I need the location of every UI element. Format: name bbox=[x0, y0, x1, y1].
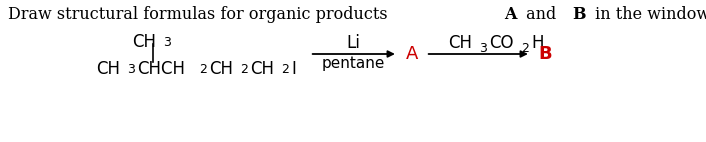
Text: 3: 3 bbox=[163, 36, 171, 49]
Text: CH: CH bbox=[132, 33, 156, 51]
Text: and: and bbox=[520, 6, 561, 23]
Text: A: A bbox=[505, 6, 517, 23]
Text: CH: CH bbox=[251, 60, 275, 78]
Text: Li: Li bbox=[347, 34, 361, 52]
Text: 2: 2 bbox=[199, 63, 207, 76]
Text: B: B bbox=[573, 6, 586, 23]
Text: in the window below.: in the window below. bbox=[590, 6, 706, 23]
Text: Draw structural formulas for organic products: Draw structural formulas for organic pro… bbox=[8, 6, 393, 23]
Text: CO: CO bbox=[489, 34, 514, 52]
Text: CHCH: CHCH bbox=[137, 60, 185, 78]
Text: 2: 2 bbox=[521, 42, 529, 55]
Text: I: I bbox=[292, 60, 297, 78]
Text: CH: CH bbox=[96, 60, 120, 78]
Text: 3: 3 bbox=[127, 63, 135, 76]
Text: 2: 2 bbox=[240, 63, 248, 76]
Text: H: H bbox=[531, 34, 544, 52]
Text: pentane: pentane bbox=[322, 56, 385, 71]
Text: CH: CH bbox=[448, 34, 472, 52]
Text: B: B bbox=[539, 45, 552, 63]
Text: 2: 2 bbox=[281, 63, 289, 76]
Text: CH: CH bbox=[209, 60, 233, 78]
Text: 3: 3 bbox=[479, 42, 487, 55]
Text: A: A bbox=[406, 45, 418, 63]
